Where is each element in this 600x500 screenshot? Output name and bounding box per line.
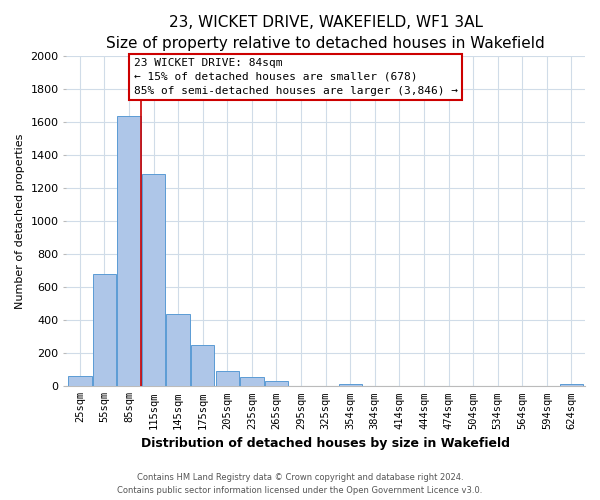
Title: 23, WICKET DRIVE, WAKEFIELD, WF1 3AL
Size of property relative to detached house: 23, WICKET DRIVE, WAKEFIELD, WF1 3AL Siz… <box>106 15 545 51</box>
Bar <box>191 345 214 387</box>
Text: 23 WICKET DRIVE: 84sqm
← 15% of detached houses are smaller (678)
85% of semi-de: 23 WICKET DRIVE: 84sqm ← 15% of detached… <box>134 58 458 96</box>
Bar <box>93 274 116 386</box>
Bar <box>265 382 288 386</box>
Y-axis label: Number of detached properties: Number of detached properties <box>15 134 25 309</box>
Bar <box>240 377 263 386</box>
Bar <box>338 384 362 386</box>
Bar <box>68 376 92 386</box>
X-axis label: Distribution of detached houses by size in Wakefield: Distribution of detached houses by size … <box>141 437 510 450</box>
Bar <box>166 314 190 386</box>
Bar <box>560 384 583 386</box>
Bar <box>215 372 239 386</box>
Text: Contains HM Land Registry data © Crown copyright and database right 2024.
Contai: Contains HM Land Registry data © Crown c… <box>118 474 482 495</box>
Bar <box>142 174 165 386</box>
Bar <box>118 116 140 386</box>
